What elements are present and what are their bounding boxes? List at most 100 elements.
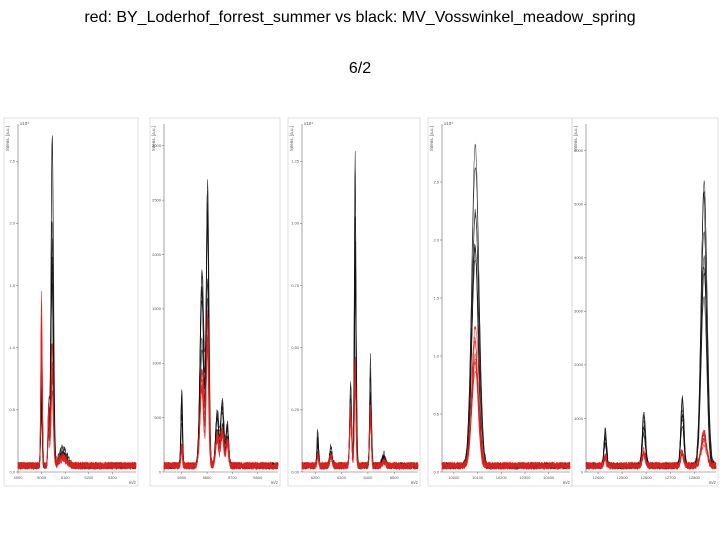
y-axis-label: Intens. [a.u.] xyxy=(5,126,10,151)
y-tick-label: 0 xyxy=(581,469,584,474)
x-tick-label: 5700 xyxy=(228,475,238,480)
black-spectrum-trace xyxy=(301,172,419,470)
x-axis-label: m/z xyxy=(411,480,419,485)
x-tick-label: 10100 xyxy=(472,475,484,480)
black-spectrum-trace xyxy=(17,271,137,470)
x-tick-label: 10300 xyxy=(519,475,531,480)
black-spectrum-trace xyxy=(17,238,137,470)
y-tick-label: 2.0 xyxy=(433,237,439,242)
x-tick-label: 5000 xyxy=(37,475,47,480)
y-tick-label: 6000 xyxy=(574,148,584,153)
y-tick-label: 0.5 xyxy=(9,407,15,412)
slide-title: red: BY_Loderhof_forrest_summer vs black… xyxy=(84,9,636,26)
red-spectrum-trace xyxy=(301,356,419,470)
black-spectrum-trace xyxy=(301,240,419,470)
x-tick-label: 5200 xyxy=(84,475,94,480)
y-tick-label: 0.00 xyxy=(291,469,300,474)
red-spectrum-trace xyxy=(17,301,137,470)
x-tick-label: 12400 xyxy=(592,475,604,480)
spectrum-chart-4: 0.0 0.5 1.0 1.5 2.0 2.5 10000 10100 10200 10300 10… xyxy=(427,117,573,487)
red-spectrum-trace xyxy=(585,436,717,471)
y-tick-label: 3000 xyxy=(574,309,584,314)
black-spectrum-trace xyxy=(17,256,137,470)
chart-frame xyxy=(3,117,139,487)
black-spectrum-trace xyxy=(441,167,571,471)
x-tick-label: 5500 xyxy=(177,475,187,480)
y-tick-label: 0.50 xyxy=(291,345,300,350)
black-spectrum-trace xyxy=(585,191,717,470)
y-tick-label: 2500 xyxy=(152,197,162,202)
y-tick-label: 0.25 xyxy=(291,407,300,412)
y-tick-label: 1.5 xyxy=(9,283,15,288)
x-tick-label: 6500 xyxy=(390,475,400,480)
x-tick-label: 12700 xyxy=(665,475,677,480)
black-spectrum-trace xyxy=(301,151,419,470)
y-tick-label: 1500 xyxy=(152,306,162,311)
x-axis-label: m/z xyxy=(563,480,571,485)
black-spectrum-trace xyxy=(17,137,137,470)
black-spectrum-trace xyxy=(441,259,571,471)
black-spectrum-trace xyxy=(301,268,419,470)
x-tick-label: 5800 xyxy=(253,475,263,480)
black-spectrum-trace xyxy=(441,212,571,470)
y-axis-label: Intens. [a.u.] xyxy=(573,126,578,151)
y-tick-label: 0.5 xyxy=(433,411,439,416)
red-spectrum-trace xyxy=(301,359,419,471)
y-tick-label: 1.00 xyxy=(291,221,300,226)
x-tick-label: 10000 xyxy=(448,475,460,480)
black-spectrum-trace xyxy=(17,263,137,471)
black-spectrum-trace xyxy=(17,221,137,471)
x-axis-label: m/z xyxy=(271,480,279,485)
red-spectrum-trace xyxy=(441,340,571,471)
red-spectrum-trace xyxy=(441,361,571,471)
x-axis-label: m/z xyxy=(129,480,137,485)
x-tick-label: 4900 xyxy=(14,475,24,480)
y-tick-label: 3000 xyxy=(152,143,162,148)
red-spectrum-trace xyxy=(441,358,571,471)
y-scale-label: x10⁴ xyxy=(304,121,313,126)
y-tick-label: 2000 xyxy=(152,252,162,257)
x-tick-label: 6300 xyxy=(337,475,347,480)
black-spectrum-trace xyxy=(301,291,419,470)
x-tick-label: 6400 xyxy=(363,475,373,480)
x-tick-label: 12600 xyxy=(641,475,653,480)
black-spectrum-trace xyxy=(301,258,419,471)
y-tick-label: 0.0 xyxy=(433,469,439,474)
x-tick-label: 10400 xyxy=(543,475,555,480)
y-axis-label: Intens. [a.u.] xyxy=(429,126,434,151)
y-tick-label: 2.5 xyxy=(433,179,439,184)
y-tick-label: 1.25 xyxy=(291,159,300,164)
black-spectrum-trace xyxy=(301,279,419,471)
y-tick-label: 1000 xyxy=(152,361,162,366)
black-spectrum-trace xyxy=(17,282,137,470)
y-tick-label: 1.5 xyxy=(433,295,439,300)
red-spectrum-trace xyxy=(301,370,419,470)
y-tick-label: 4000 xyxy=(574,255,584,260)
x-tick-label: 12500 xyxy=(617,475,629,480)
spectrum-chart-3: 0.00 0.25 0.50 0.75 1.00 1.25 6200 6300 6400 6500… xyxy=(287,117,421,487)
red-spectrum-trace xyxy=(441,326,571,471)
y-tick-label: 2.0 xyxy=(9,221,15,226)
chart-frame xyxy=(427,117,573,487)
x-axis-label: m/z xyxy=(709,480,717,485)
red-spectrum-trace xyxy=(17,330,137,470)
slide-subtitle: 6/2 xyxy=(348,60,372,77)
y-tick-label: 5000 xyxy=(574,202,584,207)
y-tick-label: 0.0 xyxy=(9,469,15,474)
spectrum-chart-2: 0 500 1000 1500 2000 2500 3000 5500 5600 5700 5800… xyxy=(149,117,281,487)
red-spectrum-trace xyxy=(17,345,137,470)
y-axis-label: Intens. [a.u.] xyxy=(151,126,156,151)
x-tick-label: 6200 xyxy=(311,475,321,480)
y-tick-label: 1000 xyxy=(574,416,584,421)
red-spectrum-trace xyxy=(17,345,137,470)
red-spectrum-trace xyxy=(441,370,571,470)
black-spectrum-trace xyxy=(301,216,419,471)
red-spectrum-trace xyxy=(441,336,571,470)
black-spectrum-trace xyxy=(441,143,571,470)
red-spectrum-trace xyxy=(17,291,137,471)
y-tick-label: 500 xyxy=(154,415,161,420)
y-tick-label: 0.75 xyxy=(291,283,300,288)
y-tick-label: 1.0 xyxy=(433,353,439,358)
black-spectrum-trace xyxy=(441,243,571,470)
x-tick-label: 12800 xyxy=(689,475,701,480)
